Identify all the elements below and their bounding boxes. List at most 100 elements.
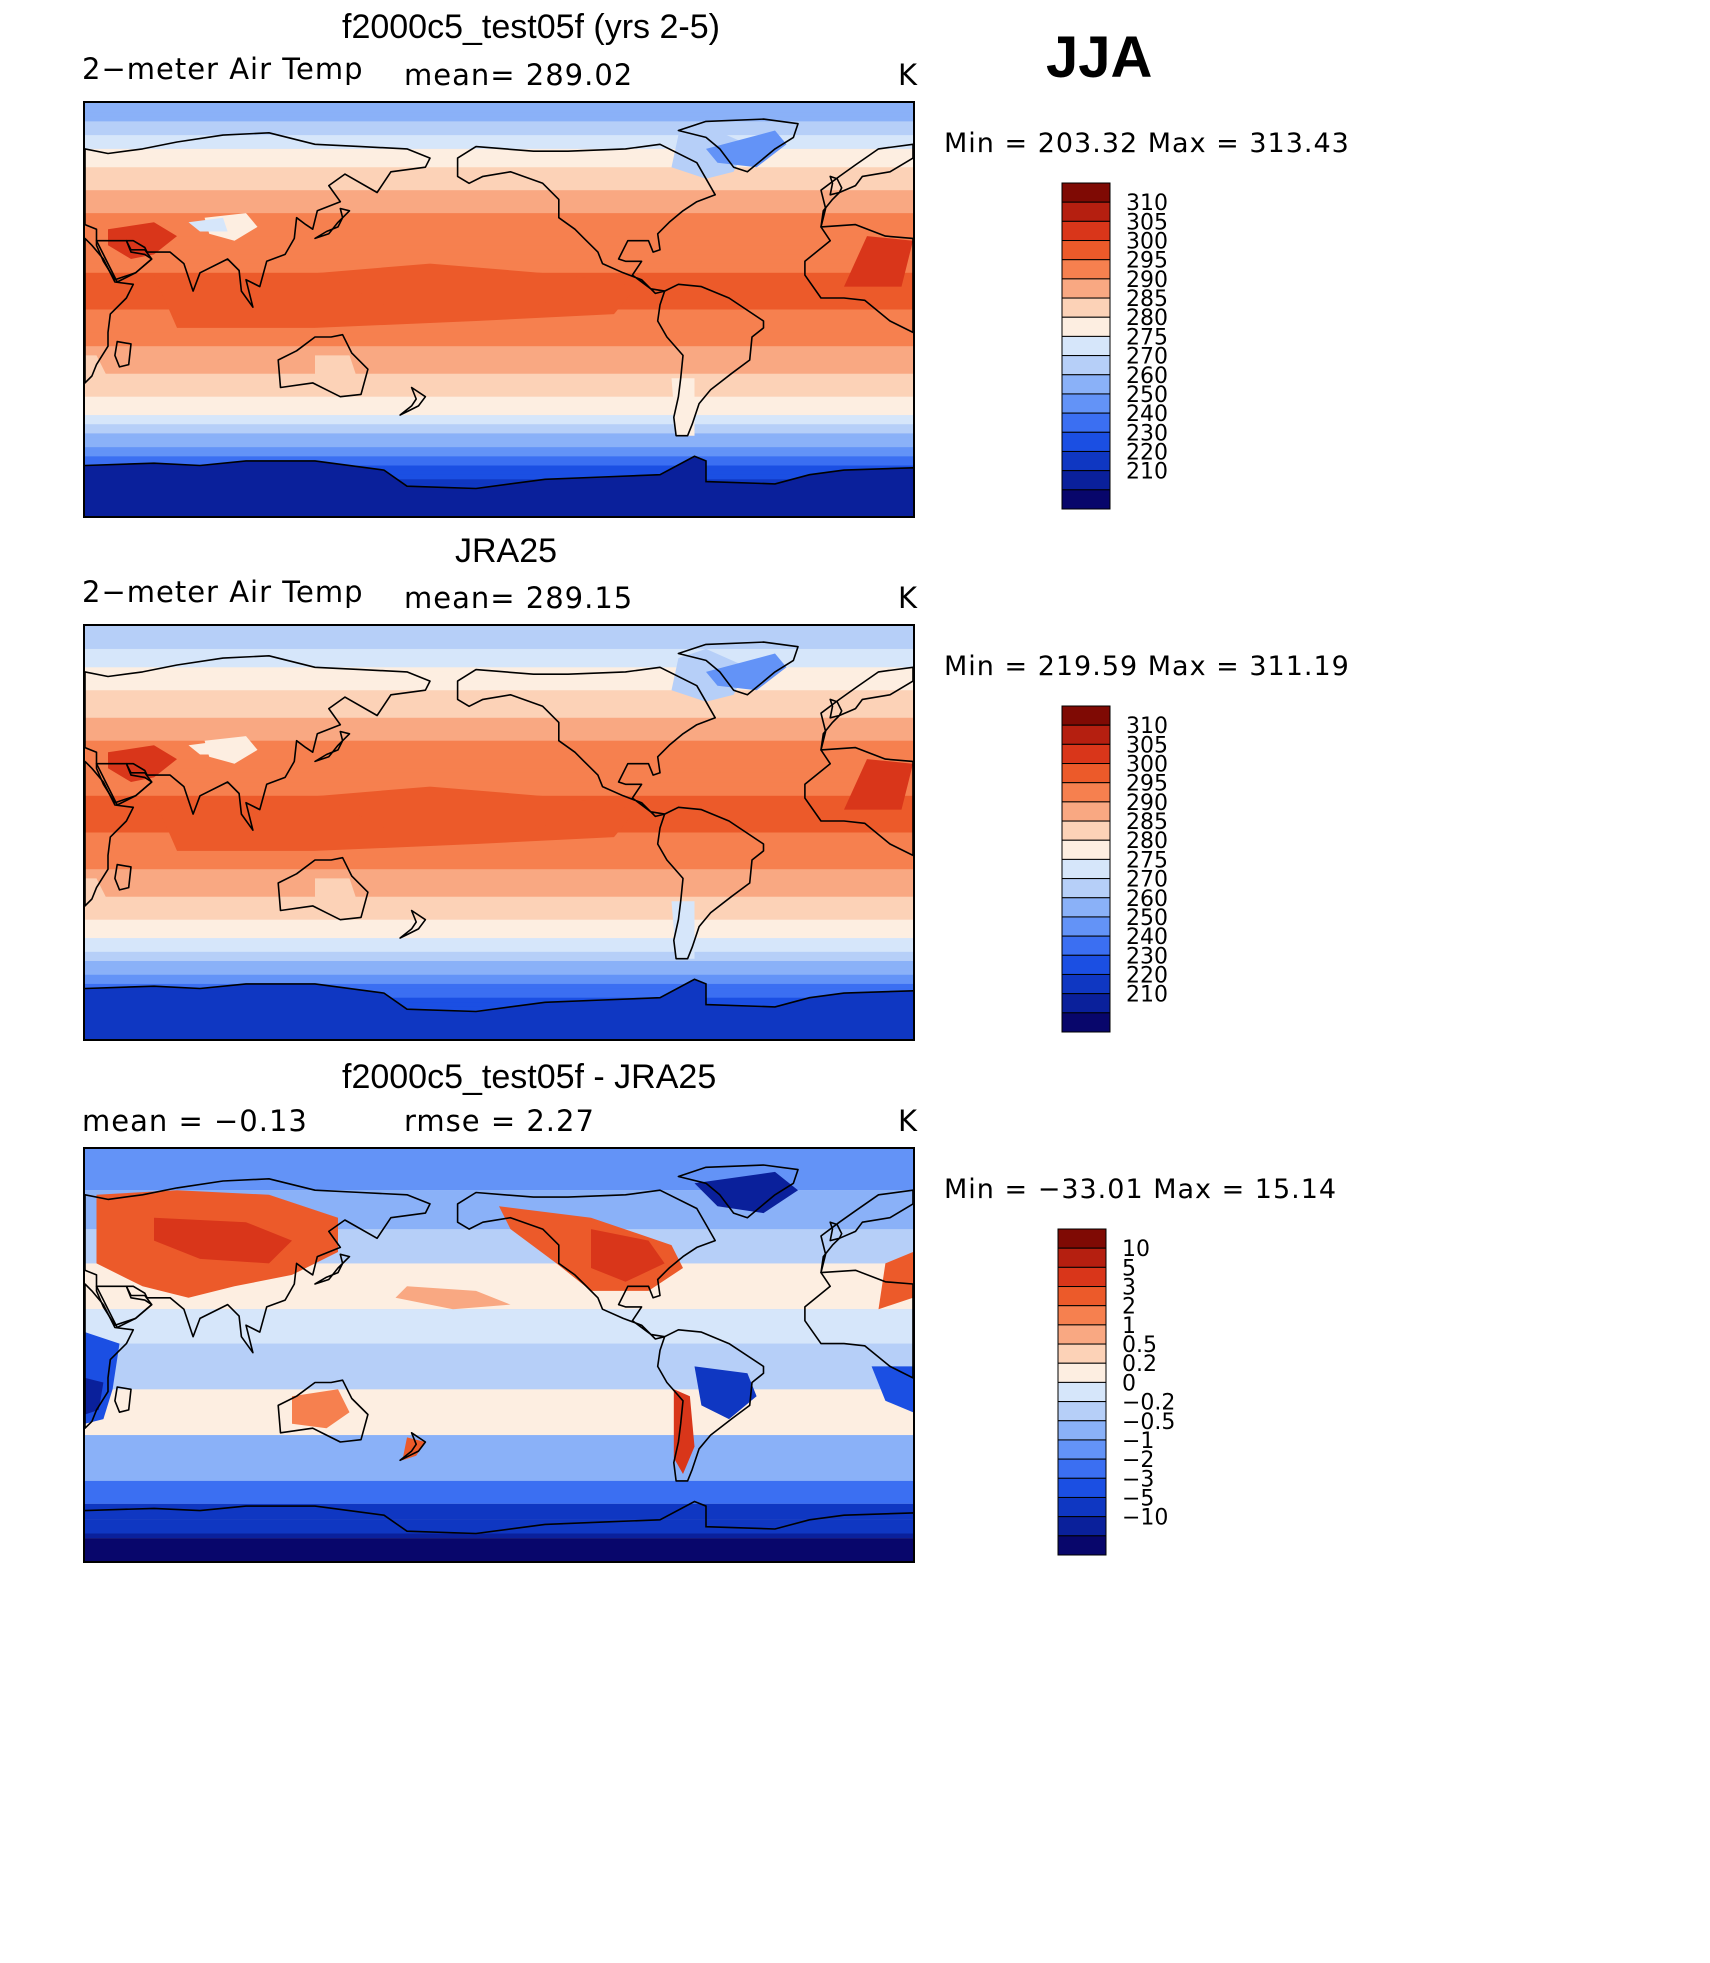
temperature-band <box>85 892 913 898</box>
temperature-band <box>85 731 913 737</box>
coastline-japan <box>314 207 351 240</box>
temperature-band <box>85 378 913 384</box>
panel-1-colorbar-label: 270 <box>1126 345 1168 370</box>
temperature-band <box>85 107 913 113</box>
temperature-band <box>85 249 913 256</box>
temperature-band <box>85 415 913 421</box>
temperature-band <box>85 768 913 774</box>
panel-2-colorbar-box <box>1061 993 1111 1014</box>
temperature-band <box>85 176 913 182</box>
temperature-band <box>85 708 913 714</box>
panel-1-colorbar-box <box>1061 316 1111 337</box>
panel-1-colorbar-label: 285 <box>1126 287 1168 312</box>
temperature-band <box>85 644 913 650</box>
difference-region <box>673 1389 695 1474</box>
difference-band <box>85 1480 913 1504</box>
panel-1-colorbar-label: 250 <box>1126 383 1168 408</box>
temperature-band <box>85 112 913 118</box>
panel-1-mean-label: mean= 289.02 <box>404 58 634 92</box>
panel-1-colorbar-box <box>1061 393 1111 414</box>
panel-1-title: f2000c5_test05f (yrs 2-5) <box>342 8 720 46</box>
coastline-africa <box>85 237 135 384</box>
coastline-northAmerica <box>456 1189 716 1340</box>
temperature-band <box>85 841 913 847</box>
temperature-band <box>85 938 913 944</box>
panel-3-colorbar-label: 10 <box>1122 1237 1150 1262</box>
panel-1-colorbar-label: 310 <box>1126 191 1168 216</box>
temperature-band <box>85 144 913 150</box>
coastline-southAmerica <box>656 806 765 960</box>
temperature-band <box>85 355 913 361</box>
panel-1-colorbar-label: 220 <box>1126 440 1168 465</box>
panel-2-colorbar-label: 290 <box>1126 791 1168 816</box>
temperature-band <box>85 153 913 159</box>
panel-2-colorbar-box <box>1061 954 1111 975</box>
panel-2-variable-label: 2−meter Air Temp <box>82 575 364 609</box>
temperature-band <box>85 869 913 875</box>
temperature-band <box>85 924 913 930</box>
temperature-band <box>85 662 913 668</box>
temperature-band <box>85 905 913 912</box>
coastline-africa <box>85 760 135 907</box>
panel-3-colorbar-box <box>1057 1362 1107 1383</box>
land-temperature-region <box>188 217 228 232</box>
panel-1-map <box>83 101 915 518</box>
panel-1-colorbar-label: 295 <box>1126 249 1168 274</box>
coastline-antarctica <box>85 1500 913 1535</box>
difference-region <box>591 1229 665 1282</box>
panel-1-colorbar-box <box>1061 374 1111 395</box>
panel-3-colorbar-box <box>1057 1477 1107 1498</box>
panel-3-colorbar-label: 0.5 <box>1122 1333 1157 1358</box>
panel-2-colorbar-box <box>1061 839 1111 860</box>
land-temperature-region <box>188 740 228 755</box>
coastline-arabia <box>95 1285 153 1329</box>
panel-3-colorbar-label: 0.2 <box>1122 1352 1157 1377</box>
coastline-westAfrica <box>804 1269 913 1379</box>
panel-2-colorbar: 310 305 300 295 290 285 280 275 270 260 250 240 230 2… <box>1060 704 1220 1034</box>
temperature-band <box>85 933 913 939</box>
panel-2-colorbar-box <box>1061 705 1111 726</box>
coastline-westAfrica <box>804 746 913 857</box>
temperature-band <box>85 208 913 214</box>
temperature-band <box>85 148 913 155</box>
temperature-band <box>85 667 913 673</box>
panel-1-colorbar-box <box>1061 470 1111 491</box>
panel-1-colorbar-label: 240 <box>1126 402 1168 427</box>
panel-1-colorbar-box <box>1061 182 1111 203</box>
panel-3-colorbar-label: 2 <box>1122 1295 1136 1320</box>
panel-1-colorbar: 310 305 300 295 290 285 280 275 270 260 250 240 230 2… <box>1060 181 1220 511</box>
panel-3-colorbar-box <box>1057 1324 1107 1345</box>
panel-2-colorbar-label: 260 <box>1126 887 1168 912</box>
coastline-nz <box>399 1432 427 1462</box>
coastline-australia <box>277 333 369 398</box>
panel-3-colorbar-label: −5 <box>1122 1486 1154 1511</box>
panel-2-colorbar-box <box>1061 820 1111 841</box>
panel-3-colorbar-label: −10 <box>1122 1506 1168 1531</box>
coastline-southAmerica <box>656 283 765 437</box>
temperature-band <box>85 855 913 861</box>
temperature-band <box>85 947 913 953</box>
coastline-eurasia <box>85 655 431 831</box>
coastline-australia <box>277 856 369 921</box>
temperature-band <box>85 103 913 109</box>
panel-3-colorbar-box <box>1057 1420 1107 1441</box>
panel-2-colorbar-label: 280 <box>1126 829 1168 854</box>
panel-2-colorbar-label: 295 <box>1126 772 1168 797</box>
coastline-eurasia <box>85 132 431 308</box>
temperature-band <box>85 910 913 916</box>
temperature-band <box>85 460 913 467</box>
temperature-band <box>85 364 913 370</box>
panel-1-colorbar-box <box>1061 259 1111 280</box>
panel-2-colorbar-box <box>1061 973 1111 995</box>
panel-1-colorbar-label: 260 <box>1126 364 1168 389</box>
panel-3-colorbar-label: −1 <box>1122 1429 1154 1454</box>
panel-3-colorbar-label: −0.2 <box>1122 1391 1175 1416</box>
panel-2-colorbar-box <box>1061 935 1111 956</box>
panel-2-colorbar-box <box>1061 782 1111 803</box>
land-temperature-region <box>108 222 177 259</box>
temperature-band <box>85 332 913 338</box>
land-temperature-region <box>315 878 361 913</box>
panel-1-colorbar-label: 210 <box>1126 460 1168 485</box>
temperature-band <box>85 630 913 636</box>
panel-2-colorbar-label: 300 <box>1126 753 1168 778</box>
